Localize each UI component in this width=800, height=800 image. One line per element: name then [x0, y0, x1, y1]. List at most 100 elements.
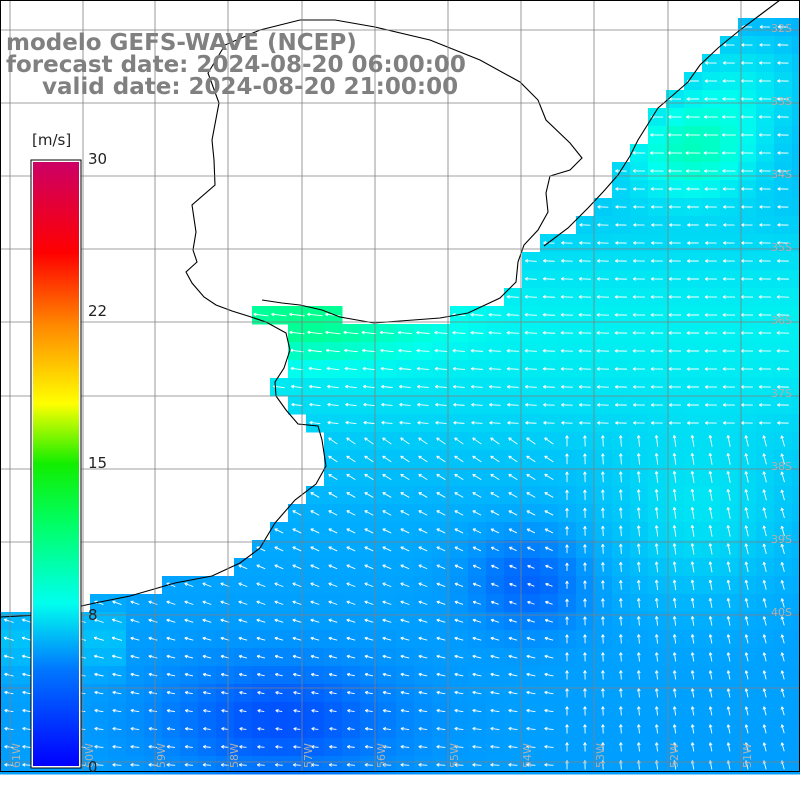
wind-arrow	[744, 652, 749, 662]
wind-arrow	[508, 510, 518, 516]
wind-arrow	[400, 672, 410, 677]
wind-arrow	[776, 367, 790, 371]
wind-arrow	[744, 561, 749, 573]
wind-arrow	[380, 384, 393, 389]
wind-arrow	[292, 600, 302, 605]
wind-arrow	[565, 453, 569, 465]
wind-arrow	[636, 670, 641, 680]
wind-arrow	[454, 582, 464, 587]
wind-arrow	[328, 437, 338, 445]
wind-arrow	[762, 543, 767, 555]
wind-arrow	[636, 634, 641, 644]
wind-arrow	[614, 385, 627, 389]
wind-arrow	[361, 330, 377, 335]
wind-arrow	[615, 187, 627, 191]
wind-arrow	[238, 654, 248, 659]
wind-arrow	[762, 634, 767, 644]
wind-arrow	[221, 727, 229, 731]
wind-arrow	[346, 473, 356, 481]
wind-arrow	[726, 543, 731, 555]
wind-arrow	[526, 510, 536, 516]
wind-arrow	[615, 259, 627, 263]
longitude-label: 53W	[594, 743, 607, 768]
wind-arrow	[166, 708, 175, 713]
wind-arrow	[758, 313, 772, 317]
wind-arrow	[508, 528, 518, 534]
wind-arrow	[470, 384, 483, 389]
wind-arrow	[708, 616, 713, 626]
wind-arrow	[202, 763, 212, 767]
wind-arrow	[726, 561, 731, 573]
wind-arrow	[672, 597, 677, 608]
wind-arrow	[668, 385, 681, 389]
wind-arrow	[542, 331, 556, 335]
wind-arrow	[759, 61, 771, 65]
wind-arrow	[560, 277, 573, 281]
wind-arrow	[633, 205, 645, 209]
wind-arrow	[636, 435, 641, 447]
wind-arrow	[619, 598, 623, 608]
wind-arrow	[726, 579, 731, 591]
wind-arrow	[184, 727, 193, 731]
wind-arrow	[597, 205, 609, 209]
wind-arrow	[619, 616, 623, 626]
wind-arrow	[472, 672, 482, 677]
wind-arrow	[364, 600, 374, 605]
wind-arrow	[275, 690, 283, 695]
wind-arrow	[632, 403, 645, 407]
wind-arrow	[184, 600, 194, 605]
wind-arrow	[723, 223, 735, 227]
wind-arrow	[632, 169, 646, 173]
wind-arrow	[762, 489, 767, 501]
wind-arrow	[418, 546, 428, 552]
wind-arrow	[759, 259, 771, 263]
wind-arrow	[400, 455, 410, 463]
wind-arrow	[544, 618, 553, 623]
wind-arrow	[346, 492, 356, 498]
wind-arrow	[130, 618, 140, 623]
wind-arrow	[509, 564, 517, 569]
wind-arrow	[309, 384, 321, 389]
coastline	[0, 0, 781, 618]
wind-arrow	[310, 672, 319, 677]
wind-arrow	[601, 742, 605, 752]
wind-arrow	[619, 742, 623, 752]
wind-arrow	[704, 367, 718, 371]
wind-arrow	[292, 763, 301, 767]
wind-arrow	[307, 312, 323, 317]
wind-arrow	[310, 636, 320, 641]
wind-arrow	[362, 348, 376, 353]
wind-arrow	[723, 43, 735, 47]
wind-arrow	[309, 420, 321, 425]
wind-cell	[792, 126, 800, 145]
wind-arrow	[436, 564, 446, 570]
wind-arrow	[579, 421, 591, 425]
wind-arrow	[636, 471, 641, 483]
wind-arrow	[526, 654, 536, 659]
wind-arrow	[544, 455, 554, 463]
wind-arrow	[618, 580, 623, 590]
wind-arrow	[166, 690, 176, 695]
wind-arrow	[328, 564, 338, 570]
wind-arrow	[344, 366, 358, 371]
wind-arrow	[780, 634, 785, 644]
wind-arrow	[726, 525, 731, 537]
wind-arrow	[184, 672, 194, 677]
wind-arrow	[740, 403, 753, 407]
wind-arrow	[632, 367, 646, 371]
wind-arrow	[435, 402, 447, 407]
longitude-labels: 61W 60W 59W 58W 57W 56W 55W 54W 53W 52W 51W	[10, 743, 754, 768]
wind-arrow	[454, 744, 464, 749]
wind-arrow	[759, 25, 771, 29]
wind-arrow	[672, 724, 677, 734]
wind-arrow	[632, 349, 646, 353]
wind-arrow	[308, 366, 322, 371]
wind-arrow	[722, 295, 736, 299]
wind-arrow	[418, 690, 428, 695]
wind-arrow	[379, 330, 394, 335]
wind-arrow	[148, 708, 158, 713]
wind-arrow	[309, 402, 321, 407]
wind-arrow	[758, 367, 772, 371]
wind-arrow	[744, 634, 749, 644]
latitude-label: 34S	[771, 168, 792, 181]
